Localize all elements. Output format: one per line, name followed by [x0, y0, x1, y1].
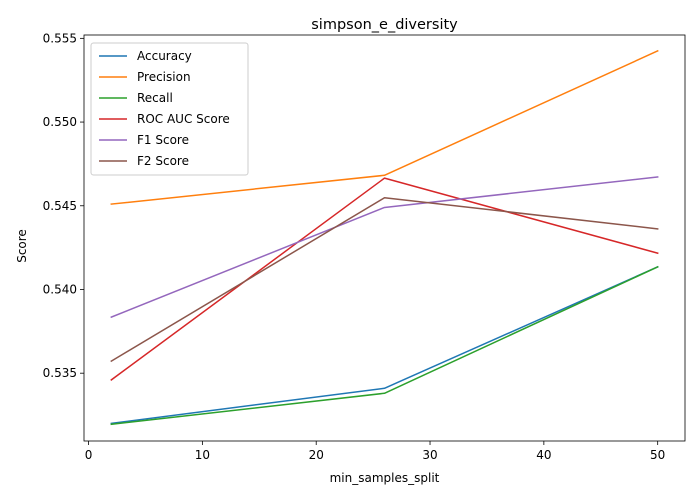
x-axis-label: min_samples_split	[330, 471, 440, 485]
series-line-3	[110, 265, 659, 426]
series-line-4	[110, 177, 659, 381]
y-tick-label: 0.545	[43, 199, 77, 213]
series-line-1	[110, 265, 659, 425]
series-line-6	[110, 196, 659, 363]
y-axis: 0.535 0.540 0.545 0.550 0.555	[43, 31, 84, 380]
legend-entry-label: Precision	[137, 70, 191, 84]
y-axis-label: Score	[15, 229, 29, 263]
y-tick-label: 0.555	[43, 31, 77, 45]
legend-box	[90, 42, 249, 176]
y-tick-label: 0.550	[43, 115, 77, 129]
y-tick-label: 0.540	[43, 282, 77, 296]
y-tick-label: 0.535	[43, 366, 77, 380]
x-tick-label: 20	[309, 448, 324, 462]
legend-entry-label: F1 Score	[137, 133, 189, 147]
x-tick-label: 10	[195, 448, 210, 462]
legend-entry-label: F2 Score	[137, 154, 189, 168]
legend-entry-label: ROC AUC Score	[137, 112, 230, 126]
x-tick-label: 40	[536, 448, 551, 462]
series-line-2	[110, 49, 659, 205]
x-tick-label: 50	[650, 448, 665, 462]
plot-frame	[83, 34, 686, 442]
x-axis: 0 10 20 30 40 50	[85, 441, 665, 462]
legend-entry-label: Accuracy	[137, 49, 192, 63]
x-tick-label: 0	[85, 448, 93, 462]
series-line-5	[110, 176, 659, 319]
plot-area	[83, 34, 686, 442]
legend-entry-label: Recall	[137, 91, 173, 105]
x-tick-label: 30	[422, 448, 437, 462]
chart-title: simpson_e_diversity	[311, 17, 458, 33]
legend: Accuracy Precision Recall ROC AUC Score F1 S…	[90, 42, 249, 176]
